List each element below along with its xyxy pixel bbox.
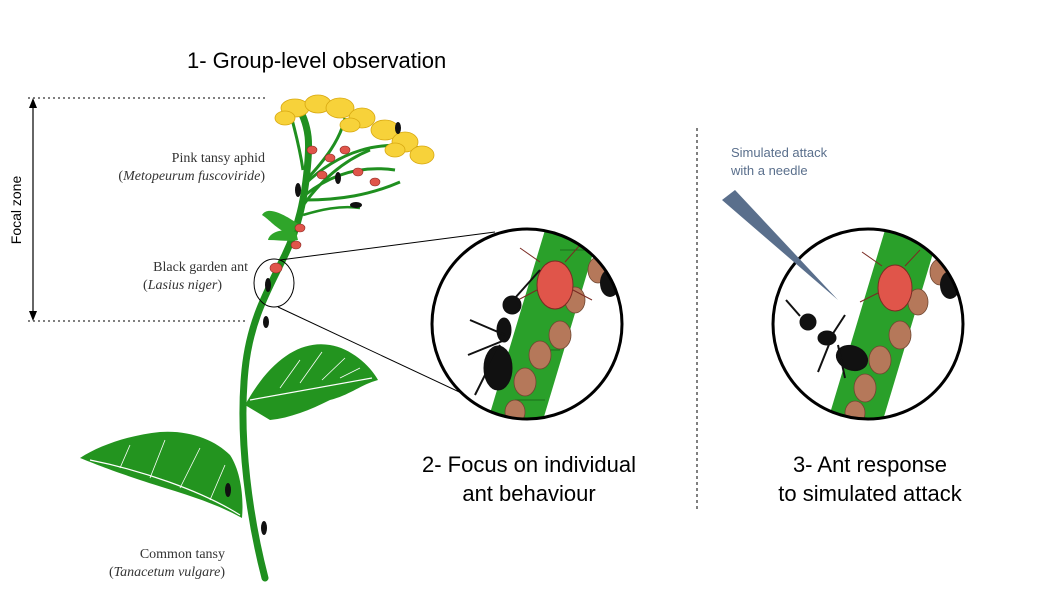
aphid-latin-name-line: (Metopeurum fuscoviride) [118,169,265,184]
ant-latin-name-line: (Lasius niger) [143,278,222,293]
aphid-latin-name: Metopeurum fuscoviride [122,169,260,184]
plant-common-name: Common tansy [140,547,225,562]
plant-latin-name-line: (Tanacetum vulgare) [109,565,225,580]
ant-common-name: Black garden ant [153,260,248,275]
focal-zone-label: Focal zone [8,176,24,245]
plant-ants [225,122,401,535]
attack-circle [771,227,965,421]
response-title-line1: 3- Ant response [793,452,947,477]
needle-icon [722,190,838,300]
focus-title-line2: ant behaviour [462,481,595,506]
plant-latin-name: Tanacetum vulgare [114,565,221,580]
needle-label-line1: Simulated attack [731,145,828,160]
flower-cluster [274,94,435,165]
right-leaf [245,344,378,420]
tansy-plant [80,94,435,582]
response-title-line2: to simulated attack [778,481,962,506]
zoom-connector-top [279,231,496,261]
focal-zone-bracket [28,97,268,322]
ant-latin-name: Lasius niger [147,278,218,293]
aphid-common-name: Pink tansy aphid [172,151,265,166]
left-leaf [80,431,243,518]
group-level-title: 1- Group-level observation [187,48,446,73]
needle-label-line2: with a needle [730,163,808,178]
zoom-connector-bottom [277,306,471,398]
zoom-highlight [253,258,295,308]
focus-title-line1: 2- Focus on individual [422,452,636,477]
plant-aphids [269,145,381,274]
focus-circle [430,227,624,421]
